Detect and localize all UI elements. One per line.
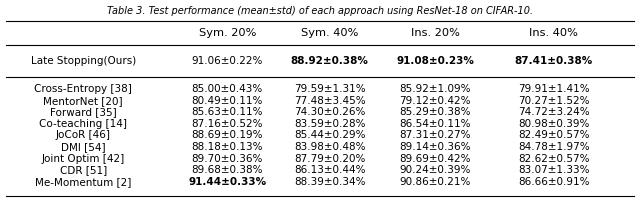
Text: Late Stopping(Ours): Late Stopping(Ours) (31, 56, 136, 66)
Text: 74.30±0.26%: 74.30±0.26% (294, 107, 365, 117)
Text: Table 3. Test performance (mean±std) of each approach using ResNet-18 on CIFAR-1: Table 3. Test performance (mean±std) of … (107, 6, 533, 16)
Text: 89.14±0.36%: 89.14±0.36% (399, 142, 471, 152)
Text: Forward [35]: Forward [35] (50, 107, 116, 117)
Text: 82.62±0.57%: 82.62±0.57% (518, 154, 589, 164)
Text: 79.12±0.42%: 79.12±0.42% (399, 96, 471, 106)
Text: MentorNet [20]: MentorNet [20] (44, 96, 123, 106)
Text: 87.16±0.52%: 87.16±0.52% (191, 119, 263, 129)
Text: 77.48±3.45%: 77.48±3.45% (294, 96, 365, 106)
Text: 84.78±1.97%: 84.78±1.97% (518, 142, 589, 152)
Text: Sym. 20%: Sym. 20% (198, 28, 256, 38)
Text: Me-Momentum [2]: Me-Momentum [2] (35, 177, 131, 187)
Text: 79.59±1.31%: 79.59±1.31% (294, 84, 365, 94)
Text: Cross-Entropy [38]: Cross-Entropy [38] (35, 84, 132, 94)
Text: 85.00±0.43%: 85.00±0.43% (191, 84, 263, 94)
Text: 83.07±1.33%: 83.07±1.33% (518, 165, 589, 175)
Text: 91.06±0.22%: 91.06±0.22% (191, 56, 263, 66)
Text: 87.79±0.20%: 87.79±0.20% (294, 154, 365, 164)
Text: 89.68±0.38%: 89.68±0.38% (191, 165, 263, 175)
Text: DMI [54]: DMI [54] (61, 142, 106, 152)
Text: 90.24±0.39%: 90.24±0.39% (399, 165, 471, 175)
Text: 80.49±0.11%: 80.49±0.11% (191, 96, 263, 106)
Text: 82.49±0.57%: 82.49±0.57% (518, 130, 589, 140)
Text: CDR [51]: CDR [51] (60, 165, 107, 175)
Text: 88.69±0.19%: 88.69±0.19% (191, 130, 263, 140)
Text: Sym. 40%: Sym. 40% (301, 28, 358, 38)
Text: 80.98±0.39%: 80.98±0.39% (518, 119, 589, 129)
Text: 91.44±0.33%: 91.44±0.33% (188, 177, 266, 187)
Text: Joint Optim [42]: Joint Optim [42] (42, 154, 125, 164)
Text: 90.86±0.21%: 90.86±0.21% (399, 177, 471, 187)
Text: 89.69±0.42%: 89.69±0.42% (399, 154, 471, 164)
Text: 88.18±0.13%: 88.18±0.13% (191, 142, 263, 152)
Text: 91.08±0.23%: 91.08±0.23% (396, 56, 474, 66)
Text: 86.54±0.11%: 86.54±0.11% (399, 119, 471, 129)
Text: 88.92±0.38%: 88.92±0.38% (291, 56, 369, 66)
Text: 87.31±0.27%: 87.31±0.27% (399, 130, 471, 140)
Text: Ins. 40%: Ins. 40% (529, 28, 578, 38)
Text: 85.63±0.11%: 85.63±0.11% (191, 107, 263, 117)
Text: Co-teaching [14]: Co-teaching [14] (39, 119, 127, 129)
Text: 83.59±0.28%: 83.59±0.28% (294, 119, 365, 129)
Text: 88.39±0.34%: 88.39±0.34% (294, 177, 365, 187)
Text: 85.44±0.29%: 85.44±0.29% (294, 130, 365, 140)
Text: 74.72±3.24%: 74.72±3.24% (518, 107, 589, 117)
Text: 86.13±0.44%: 86.13±0.44% (294, 165, 365, 175)
Text: 85.29±0.38%: 85.29±0.38% (399, 107, 471, 117)
Text: 89.70±0.36%: 89.70±0.36% (191, 154, 263, 164)
Text: 70.27±1.52%: 70.27±1.52% (518, 96, 589, 106)
Text: 86.66±0.91%: 86.66±0.91% (518, 177, 589, 187)
Text: JoCoR [46]: JoCoR [46] (56, 130, 111, 140)
Text: 87.41±0.38%: 87.41±0.38% (515, 56, 593, 66)
Text: 83.98±0.48%: 83.98±0.48% (294, 142, 365, 152)
Text: Ins. 20%: Ins. 20% (411, 28, 460, 38)
Text: 85.92±1.09%: 85.92±1.09% (399, 84, 471, 94)
Text: 79.91±1.41%: 79.91±1.41% (518, 84, 589, 94)
